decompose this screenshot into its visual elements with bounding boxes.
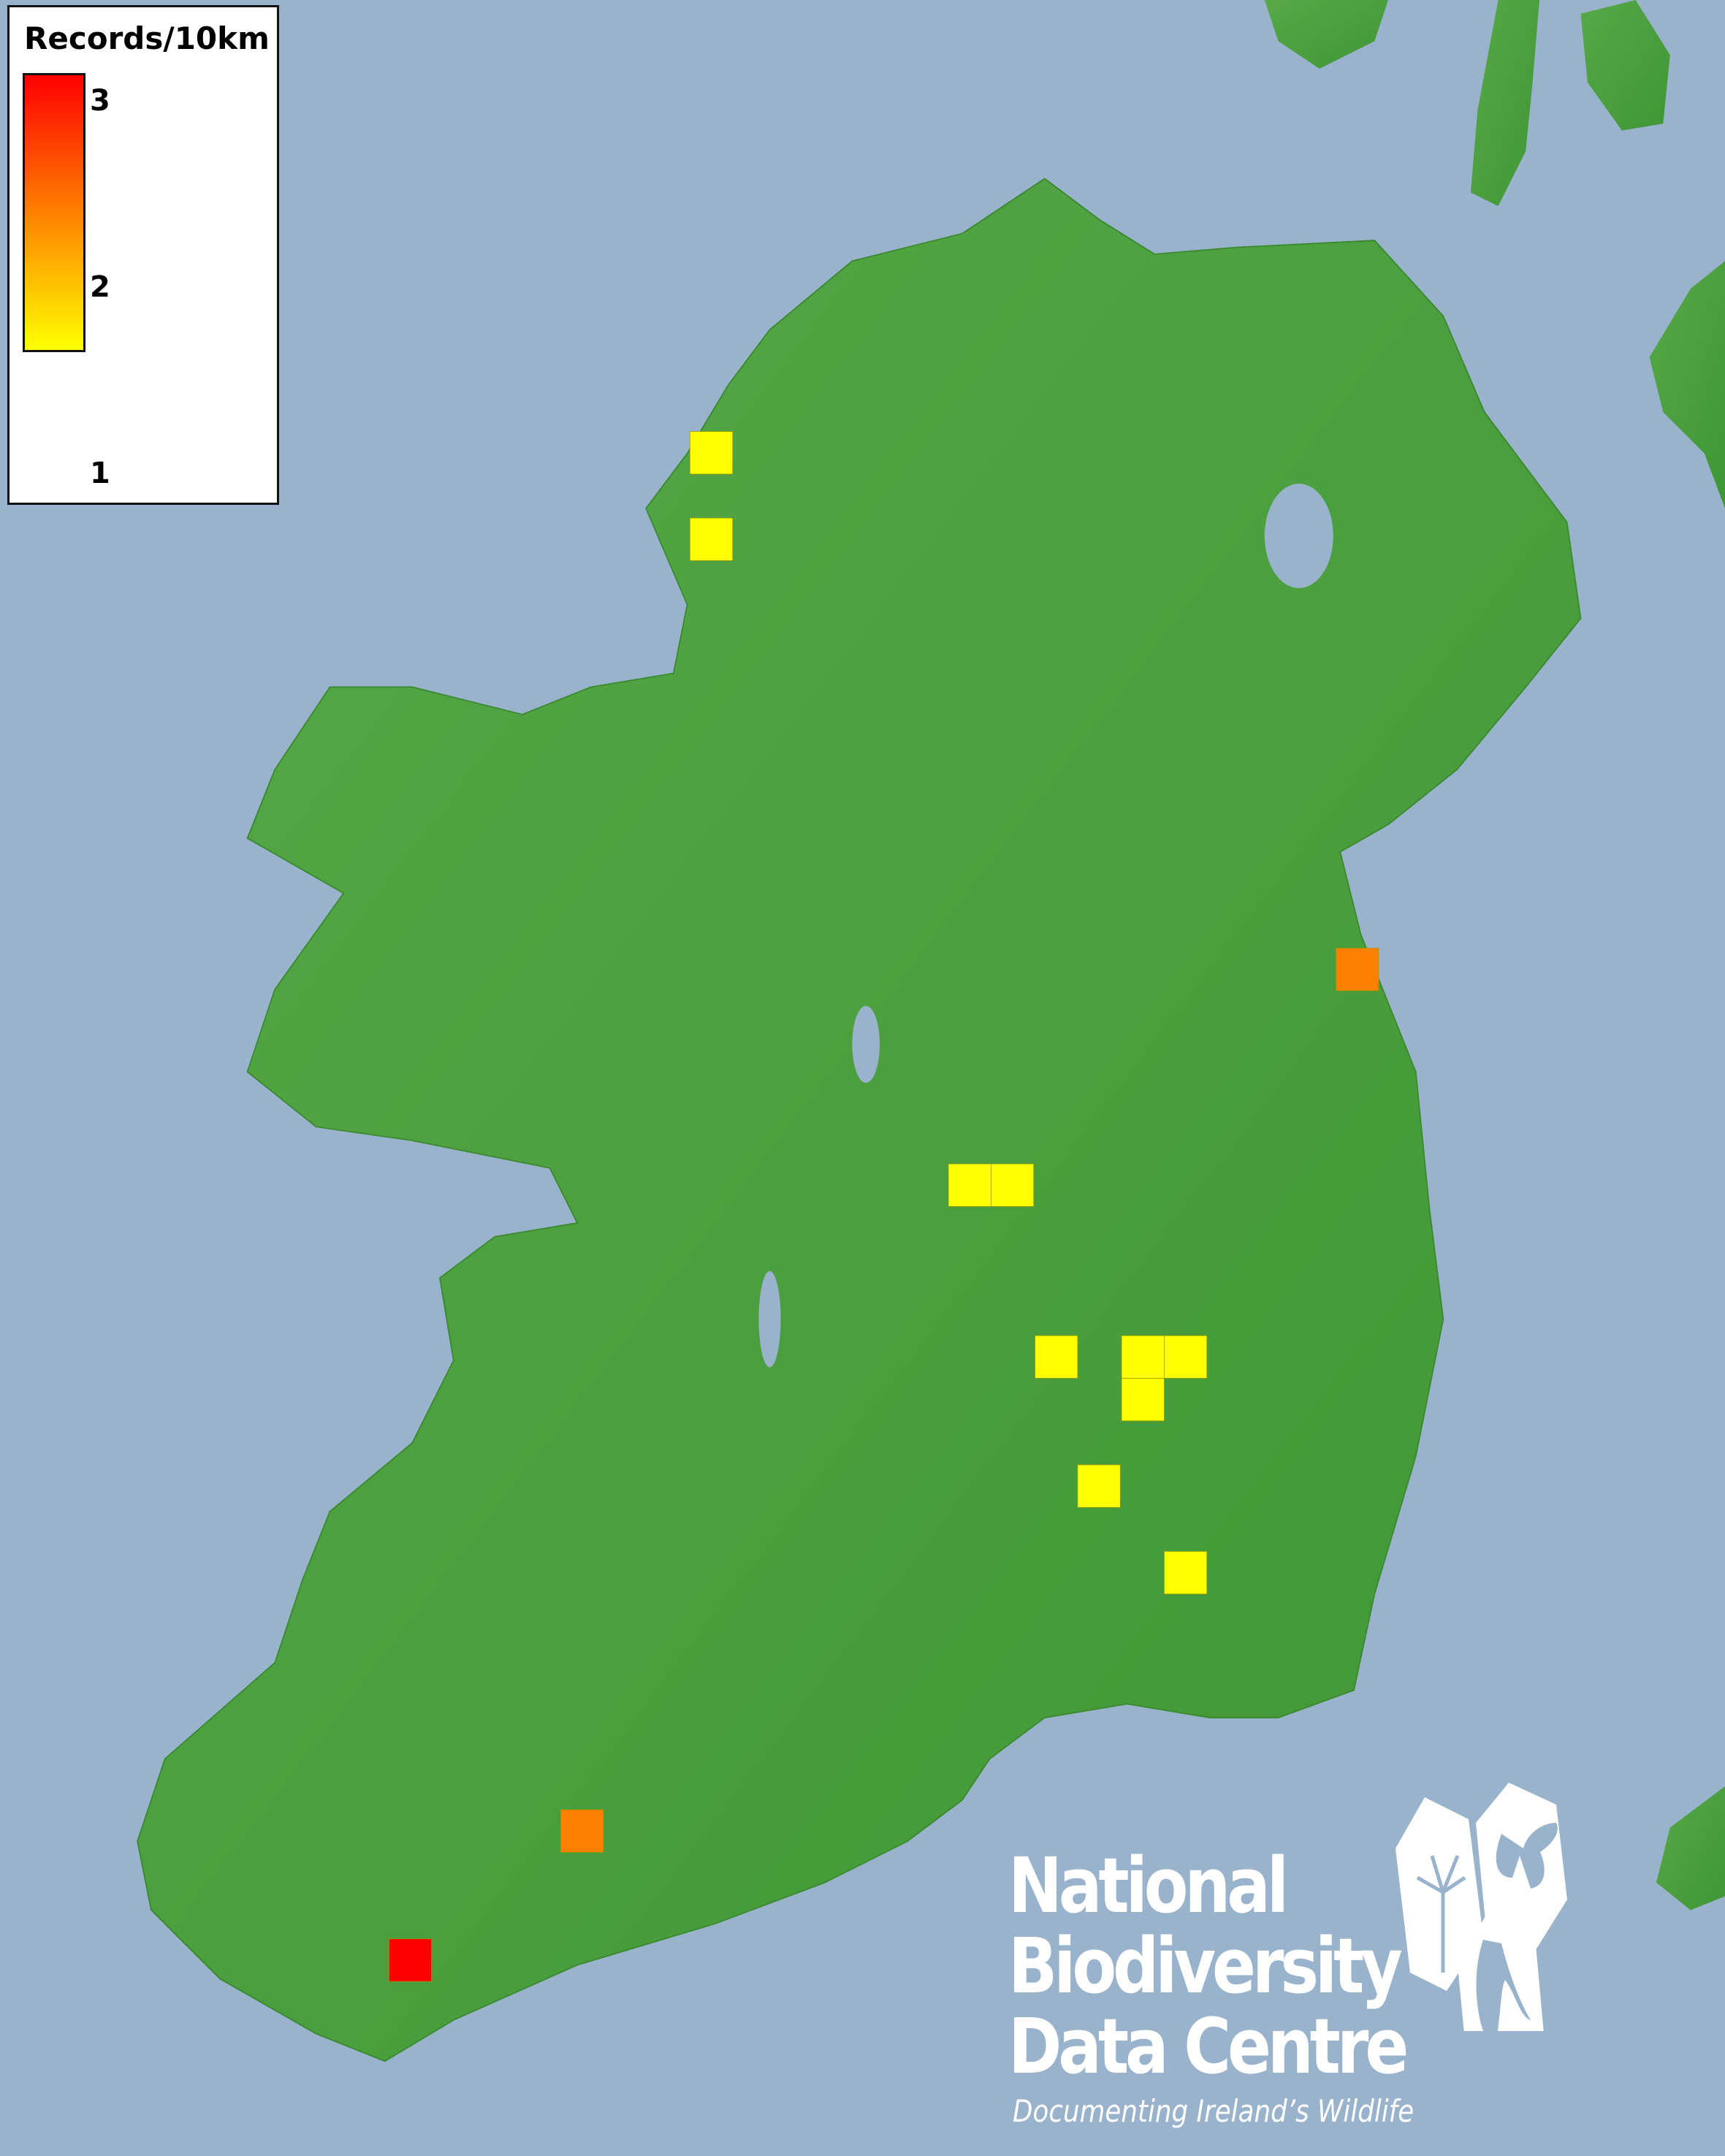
record-square xyxy=(1164,1335,1208,1379)
tree-icon xyxy=(1395,1797,1483,1991)
logo-tagline: Documenting Ireland’s Wildlife xyxy=(1013,2093,1414,2129)
ireland-landmass xyxy=(137,178,1582,2062)
legend-tick-2: 2 xyxy=(90,270,110,304)
record-square xyxy=(1035,1335,1078,1379)
record-square xyxy=(948,1163,991,1207)
legend-color-bar xyxy=(23,73,85,352)
legend: Records/10km 3 2 1 xyxy=(7,5,279,505)
record-square xyxy=(1077,1464,1121,1508)
record-square xyxy=(560,1809,604,1853)
logo-line-national: National xyxy=(1008,1841,1289,1930)
record-square xyxy=(1121,1335,1165,1379)
record-square xyxy=(1336,948,1379,991)
record-square xyxy=(389,1938,433,1982)
legend-tick-3: 3 xyxy=(90,84,110,118)
logo-line-biodiversity: Biodiversity xyxy=(1008,1921,1403,2011)
record-square xyxy=(991,1163,1035,1207)
logo-line-data-centre: Data Centre xyxy=(1008,2002,1409,2091)
legend-tick-1: 1 xyxy=(90,457,110,490)
record-square xyxy=(690,431,734,475)
legend-title: Records/10km xyxy=(24,20,270,56)
record-square xyxy=(690,517,734,561)
logo-hexagons xyxy=(1395,1783,1567,2031)
scotland-landmass xyxy=(1264,0,1725,1911)
lakes xyxy=(758,484,1333,1368)
record-square xyxy=(1164,1551,1208,1595)
record-square xyxy=(1121,1378,1165,1422)
record-squares xyxy=(389,431,1379,1982)
seahorse-icon xyxy=(1458,1907,1544,2031)
